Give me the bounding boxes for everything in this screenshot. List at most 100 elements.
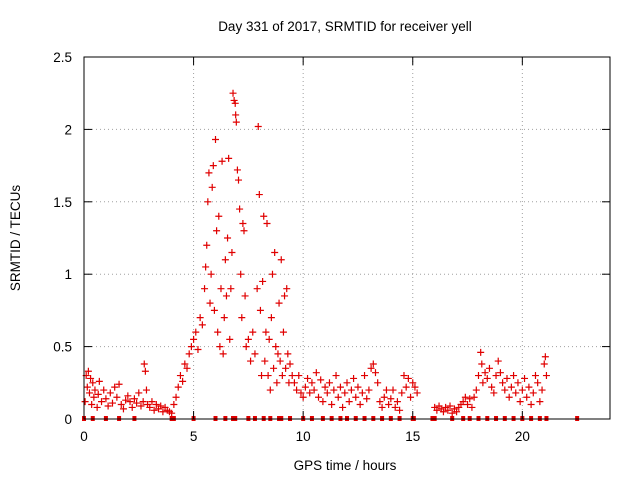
- data-point: [525, 383, 533, 391]
- data-point: [453, 408, 461, 416]
- data-point: [202, 263, 210, 271]
- data-point: [207, 270, 215, 278]
- data-point: [176, 372, 184, 380]
- data-point: [521, 374, 529, 382]
- data-point: [208, 183, 216, 191]
- data-point: [150, 406, 158, 414]
- data-point: [328, 401, 336, 409]
- data-point: [256, 306, 264, 314]
- data-point: [261, 357, 269, 365]
- data-point: [413, 389, 421, 397]
- data-point: [389, 386, 397, 394]
- data-point: [264, 372, 272, 380]
- data-point: [267, 314, 275, 322]
- data-point: [523, 393, 531, 401]
- data-point: [130, 395, 138, 403]
- data-point: [135, 389, 143, 397]
- data-point: [374, 379, 382, 387]
- data-point: [461, 393, 469, 401]
- y-tick-label: 2.5: [53, 50, 72, 65]
- data-point: [247, 357, 255, 365]
- data-point: [540, 360, 548, 368]
- data-point: [398, 389, 406, 397]
- y-tick-label: 0.5: [53, 340, 72, 355]
- data-point: [536, 398, 544, 406]
- data-point: [468, 403, 476, 411]
- data-point: [254, 123, 262, 131]
- data-point: [278, 372, 286, 380]
- data-point: [159, 408, 167, 416]
- data-point: [514, 379, 522, 387]
- data-point: [494, 357, 502, 365]
- data-point: [251, 350, 259, 358]
- data-points: [81, 89, 580, 421]
- data-point: [232, 118, 240, 126]
- data-point: [231, 99, 239, 107]
- data-point: [485, 364, 493, 372]
- data-point: [210, 306, 218, 314]
- data-point: [181, 360, 189, 368]
- data-point: [90, 393, 98, 401]
- data-point: [466, 395, 474, 403]
- data-point: [225, 154, 233, 162]
- data-point: [235, 176, 243, 184]
- data-point: [253, 285, 261, 293]
- data-point: [219, 350, 227, 358]
- data-point: [448, 409, 456, 417]
- data-point: [317, 376, 325, 384]
- data-point: [439, 408, 447, 416]
- data-point: [339, 403, 347, 411]
- data-point: [297, 389, 305, 397]
- data-point: [477, 348, 485, 356]
- x-tick-label: 5: [190, 429, 198, 444]
- data-point: [356, 401, 364, 409]
- data-point: [382, 386, 390, 394]
- axis-ticks: 0 0.5 1 1.5 2 2.5 0 5 10 15 20: [53, 50, 610, 444]
- data-point: [538, 386, 546, 394]
- data-point: [319, 398, 327, 406]
- data-point: [237, 270, 245, 278]
- data-point: [531, 372, 539, 380]
- data-point: [179, 377, 187, 385]
- data-point: [85, 389, 93, 397]
- data-point: [236, 205, 244, 213]
- data-point: [363, 395, 371, 403]
- data-point: [214, 328, 222, 336]
- data-point: [255, 191, 263, 199]
- data-point: [198, 321, 206, 329]
- data-point: [263, 220, 271, 228]
- data-point: [215, 212, 223, 220]
- data-point: [393, 398, 401, 406]
- data-point: [141, 367, 149, 375]
- data-point: [376, 398, 384, 406]
- data-point: [115, 380, 123, 388]
- data-point: [310, 386, 318, 394]
- data-point: [222, 292, 230, 300]
- data-point: [190, 335, 198, 343]
- data-point: [258, 372, 266, 380]
- data-point: [407, 393, 415, 401]
- data-point: [139, 398, 147, 406]
- data-point: [380, 393, 388, 401]
- data-point: [91, 386, 99, 394]
- data-point: [479, 379, 487, 387]
- data-point: [478, 360, 486, 368]
- data-point: [404, 374, 412, 382]
- data-point: [277, 256, 285, 264]
- data-point: [284, 350, 292, 358]
- data-point: [88, 401, 96, 409]
- data-point: [216, 343, 224, 351]
- data-point: [140, 360, 148, 368]
- data-point: [102, 395, 110, 403]
- data-point: [137, 402, 145, 410]
- data-point: [306, 389, 314, 397]
- y-tick-label: 1: [64, 267, 72, 282]
- data-point: [272, 343, 280, 351]
- data-point: [400, 372, 408, 380]
- data-point: [464, 401, 472, 409]
- data-point: [279, 328, 287, 336]
- data-point: [433, 406, 441, 414]
- data-point: [128, 403, 136, 411]
- data-point: [475, 372, 482, 380]
